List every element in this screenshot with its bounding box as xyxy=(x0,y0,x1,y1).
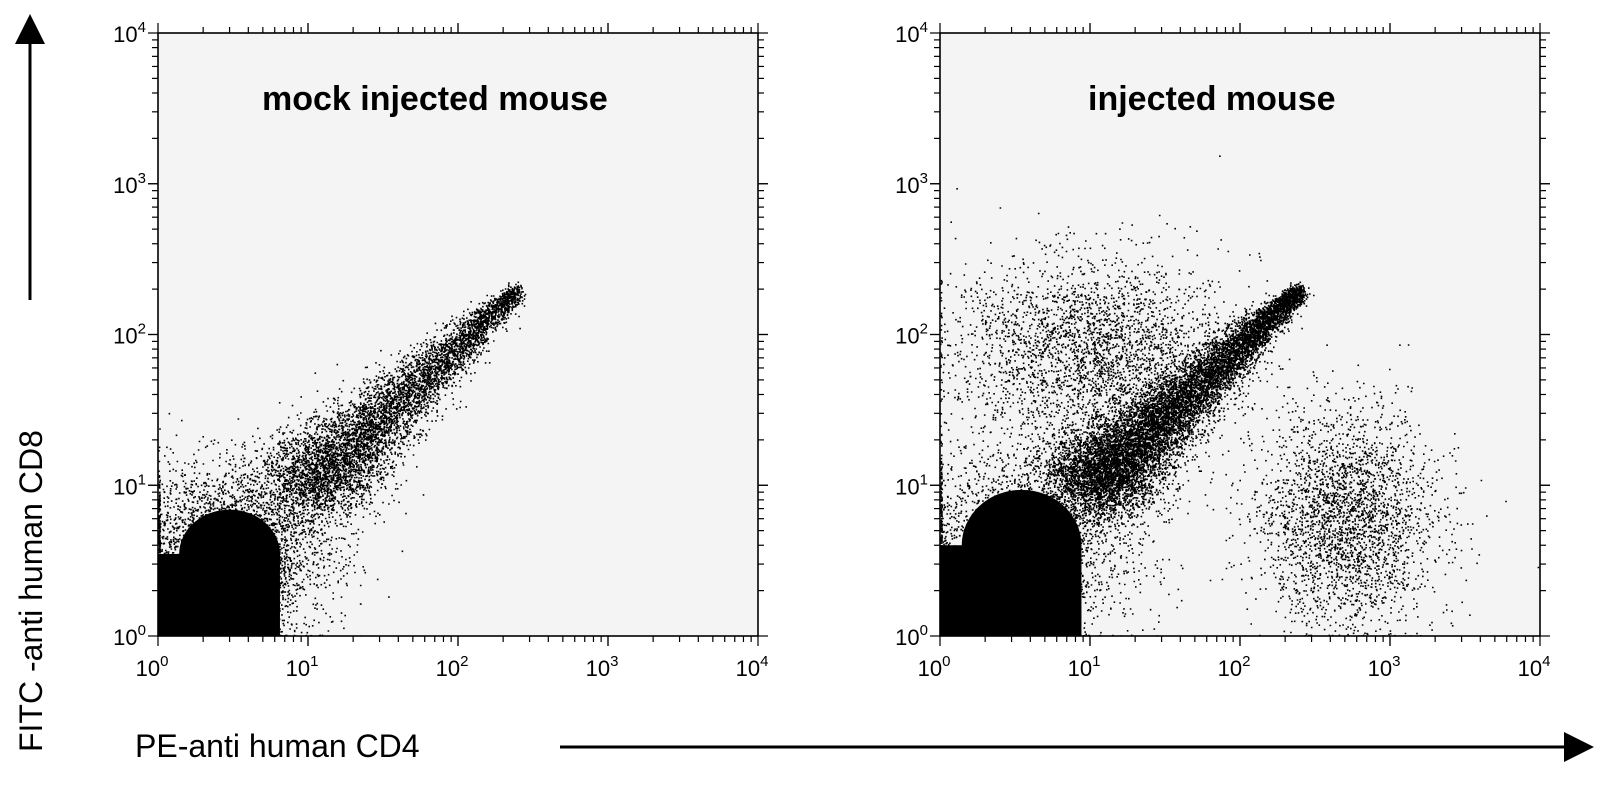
y-tick-label: 104 xyxy=(113,19,146,47)
y-axis-title: FITC -anti human CD8 xyxy=(13,430,49,752)
x-tick-label: 102 xyxy=(436,653,469,681)
x-tick-label: 101 xyxy=(286,653,319,681)
x-axis-title: PE-anti human CD4 xyxy=(135,728,420,764)
panel-title-injected: injected mouse xyxy=(1088,80,1336,118)
x-tick-label: 103 xyxy=(1368,653,1401,681)
y-tick-label: 102 xyxy=(113,321,146,349)
y-tick-label: 102 xyxy=(895,321,928,349)
y-tick-label: 101 xyxy=(113,471,146,499)
y-tick-label: 103 xyxy=(895,170,928,198)
x-tick-label: 100 xyxy=(136,653,169,681)
x-tick-label: 103 xyxy=(586,653,619,681)
x-tick-label: 101 xyxy=(1068,653,1101,681)
x-tick-label: 100 xyxy=(918,653,951,681)
x-tick-label: 102 xyxy=(1218,653,1251,681)
y-tick-label: 104 xyxy=(895,19,928,47)
y-tick-label: 100 xyxy=(895,622,928,650)
panel-mock: 100 101 102 103 104 100 101 102 103 104 mock inje… xyxy=(113,19,768,681)
panel-title-mock: mock injected mouse xyxy=(262,80,608,118)
x-tick-label: 104 xyxy=(1518,653,1551,681)
x-tick-label: 104 xyxy=(736,653,769,681)
y-tick-label: 103 xyxy=(113,170,146,198)
y-tick-label: 100 xyxy=(113,622,146,650)
y-tick-label: 101 xyxy=(895,471,928,499)
panel-injected: 100 101 102 103 104 100 101 102 103 104 injected … xyxy=(895,19,1550,681)
